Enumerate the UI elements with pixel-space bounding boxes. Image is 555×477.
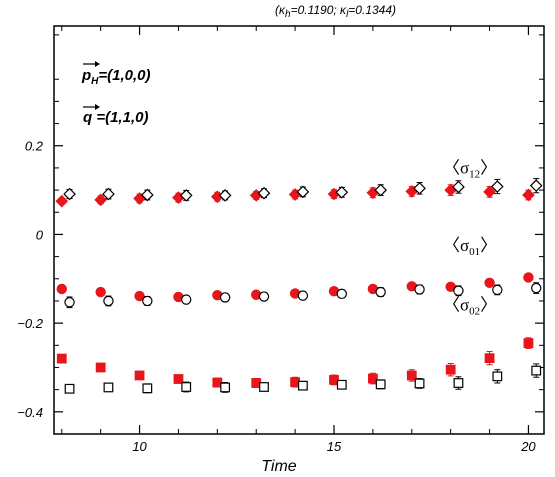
square-red-point — [523, 338, 534, 348]
circle-open-point — [64, 297, 75, 308]
square-open-point — [220, 382, 231, 393]
diamond-open-point — [179, 189, 193, 202]
sigma-label-02: 〈σ02〉 — [443, 296, 497, 318]
square-open-point — [297, 380, 308, 391]
chart-subtitle: (κh=0.1190; κl=0.1344) — [275, 3, 396, 20]
diamond-open-point — [257, 186, 271, 200]
square-open-point — [453, 378, 464, 388]
circle-open-point — [219, 292, 231, 303]
axis-ticks — [54, 26, 544, 434]
circle-open-point — [181, 294, 192, 305]
diamond-red-point — [522, 188, 535, 202]
y-tick-label: 0 — [36, 227, 44, 242]
circle-open-point — [258, 291, 270, 302]
square-red-point — [484, 353, 495, 364]
circle-open-point — [531, 282, 542, 294]
x-axis-title: Time — [261, 458, 297, 475]
circle-open-point — [142, 295, 153, 307]
x-tick-label: 15 — [327, 439, 342, 454]
square-open-point — [142, 383, 153, 394]
square-red-point — [173, 374, 184, 384]
square-red-point — [95, 362, 106, 373]
square-open-point — [414, 378, 425, 389]
sigma-label-12: 〈σ12〉 — [443, 159, 497, 181]
x-tick-label: 20 — [520, 439, 536, 454]
circle-open-point — [453, 285, 464, 296]
diamond-open-point — [63, 187, 76, 201]
diamond-open-point — [218, 189, 232, 202]
group-labels: 〈σ12〉〈σ01〉〈σ02〉 — [443, 159, 497, 318]
square-open-point — [64, 383, 75, 394]
sigma-label-01: 〈σ01〉 — [443, 236, 497, 258]
diamond-open-point — [452, 180, 465, 194]
square-red-point — [445, 364, 456, 375]
diamond-red-point — [483, 185, 496, 199]
square-open-point — [375, 379, 386, 390]
diamond-open-point — [490, 180, 504, 193]
axis-tick-labels: 10 15 20 −0.4 −0.2 0 0.2 — [17, 139, 536, 454]
diamond-open-point — [140, 188, 154, 202]
square-open-point — [259, 382, 269, 392]
circle-open-point — [103, 295, 114, 307]
square-open-point — [181, 382, 192, 392]
diamond-open-point — [529, 179, 543, 193]
circle-red-point — [523, 272, 534, 283]
diamond-open-point — [374, 183, 388, 197]
square-open-point — [531, 365, 542, 376]
square-open-point — [492, 371, 503, 382]
circle-red-point — [56, 283, 67, 295]
circle-open-point — [414, 284, 425, 295]
y-tick-label: 0.2 — [25, 139, 44, 154]
circle-red-point — [484, 277, 495, 288]
diamond-open-point — [335, 185, 349, 199]
y-tick-label: −0.4 — [17, 405, 43, 420]
svg-text:pH=(1,0,0): pH=(1,0,0) — [81, 67, 151, 87]
diamond-red-point — [55, 194, 69, 208]
square-red-point — [406, 370, 417, 381]
circle-open-point — [375, 286, 386, 298]
square-red-point — [134, 370, 145, 381]
square-red-point — [56, 353, 67, 364]
diamond-open-point — [296, 185, 310, 199]
diamond-red-point — [94, 193, 108, 207]
svg-text:q =(1,1,0): q =(1,1,0) — [83, 109, 148, 126]
circle-red-point — [134, 290, 145, 302]
data-points — [55, 178, 543, 394]
momentum-annotation-p: pH=(1,0,0) — [81, 61, 151, 87]
x-tick-label: 10 — [132, 439, 147, 454]
square-open-point — [103, 382, 114, 393]
diamond-open-point — [102, 187, 115, 201]
circle-open-point — [492, 284, 503, 296]
circle-open-point — [297, 290, 309, 301]
plot-frame — [53, 25, 545, 435]
circle-open-point — [336, 288, 347, 300]
momentum-annotation-q: q =(1,1,0) — [83, 104, 148, 126]
y-tick-label: −0.2 — [17, 316, 43, 331]
square-red-point — [367, 373, 378, 384]
circle-red-point — [95, 286, 106, 298]
square-open-point — [336, 379, 347, 390]
diamond-open-point — [413, 181, 426, 195]
